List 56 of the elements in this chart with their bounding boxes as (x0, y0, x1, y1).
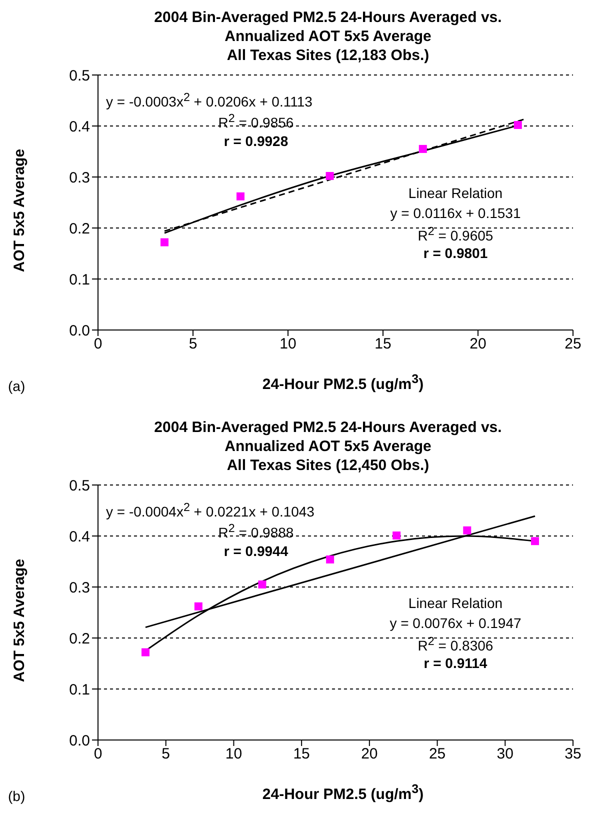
annotation: y = 0.0076x + 0.1947 (388, 614, 522, 631)
point (236, 192, 244, 200)
x-tick-label: 0 (94, 336, 102, 353)
point (258, 580, 266, 588)
chart-title: 2004 Bin-Averaged PM2.5 24-Hours Averaged vs. Annualized AOT 5x5 Average All Texas Sites (12,450 Obs.) (154, 419, 502, 474)
y-tick-label: 0.3 (69, 579, 90, 596)
text: (b) (8, 788, 26, 804)
y-tick-label: 0.2 (69, 220, 90, 238)
annotation: Linear Relation (407, 594, 504, 611)
x-tick-label: 15 (293, 746, 310, 763)
point (514, 120, 522, 129)
point (531, 537, 539, 546)
y-tick-label: 0.4 (69, 118, 90, 136)
y-tick-label: 0.5 (69, 67, 90, 84)
annotation: r = 0.9944 (222, 543, 290, 560)
point (194, 602, 202, 610)
y-tick-label: 0.5 (69, 477, 90, 494)
x-tick-label: 15 (374, 336, 392, 353)
annotation: y = -0.0004x$^{2}$ + 0.0221x + 0.1043 (106, 501, 316, 520)
annotation: Linear Relation (407, 184, 504, 201)
x-tick-label: 0 (94, 746, 102, 763)
text: (a) (8, 378, 26, 394)
point (160, 238, 168, 246)
chart-title: 2004 Bin-Averaged PM2.5 24-Hours Averaged vs. Annualized AOT 5x5 Average All Texas Sites (12,183 Obs.) (154, 9, 502, 64)
annotation: r = 0.9801 (422, 244, 489, 261)
x-tick-label: 10 (280, 336, 296, 353)
x-tick-label: 25 (428, 746, 446, 763)
annotation: y = -0.0003x$^{2}$ + 0.0206x + 0.1113 (106, 91, 314, 110)
x-tick-label: 20 (361, 746, 378, 763)
point (463, 526, 472, 534)
y-tick-label: 0.2 (69, 630, 90, 648)
x-tick-label: 5 (162, 746, 170, 763)
y-axis-title: AOT 5x5 Average (12, 148, 28, 272)
y-axis-title: AOT 5x5 Average (12, 558, 28, 682)
y-tick-label: 0.0 (69, 732, 90, 750)
y-tick-label: 0.1 (69, 271, 90, 288)
x-axis-title: 24-Hour PM2.5 (ug/m$^{3}$) (262, 782, 424, 803)
annotation: r = 0.9114 (422, 654, 488, 671)
x-axis-title: 24-Hour PM2.5 (ug/m$^{3}$) (262, 372, 424, 393)
x-tick-label: 10 (225, 746, 242, 763)
y-tick-label: 0.3 (69, 169, 90, 186)
point (326, 555, 334, 564)
y-tick-label: 0.0 (69, 322, 90, 340)
point (142, 648, 150, 656)
x-tick-label: 5 (188, 336, 198, 353)
point (392, 531, 401, 540)
x-tick-label: 25 (564, 336, 582, 353)
point (326, 172, 334, 180)
annotation: r = 0.9928 (222, 133, 290, 150)
x-tick-label: 30 (496, 746, 514, 763)
x-tick-label: 35 (564, 746, 582, 763)
y-tick-label: 0.1 (69, 681, 90, 698)
y-tick-label: 0.4 (69, 528, 90, 546)
point (418, 144, 427, 153)
x-tick-label: 20 (470, 336, 486, 353)
annotation: y = 0.0116x + 0.1531 (389, 204, 522, 221)
